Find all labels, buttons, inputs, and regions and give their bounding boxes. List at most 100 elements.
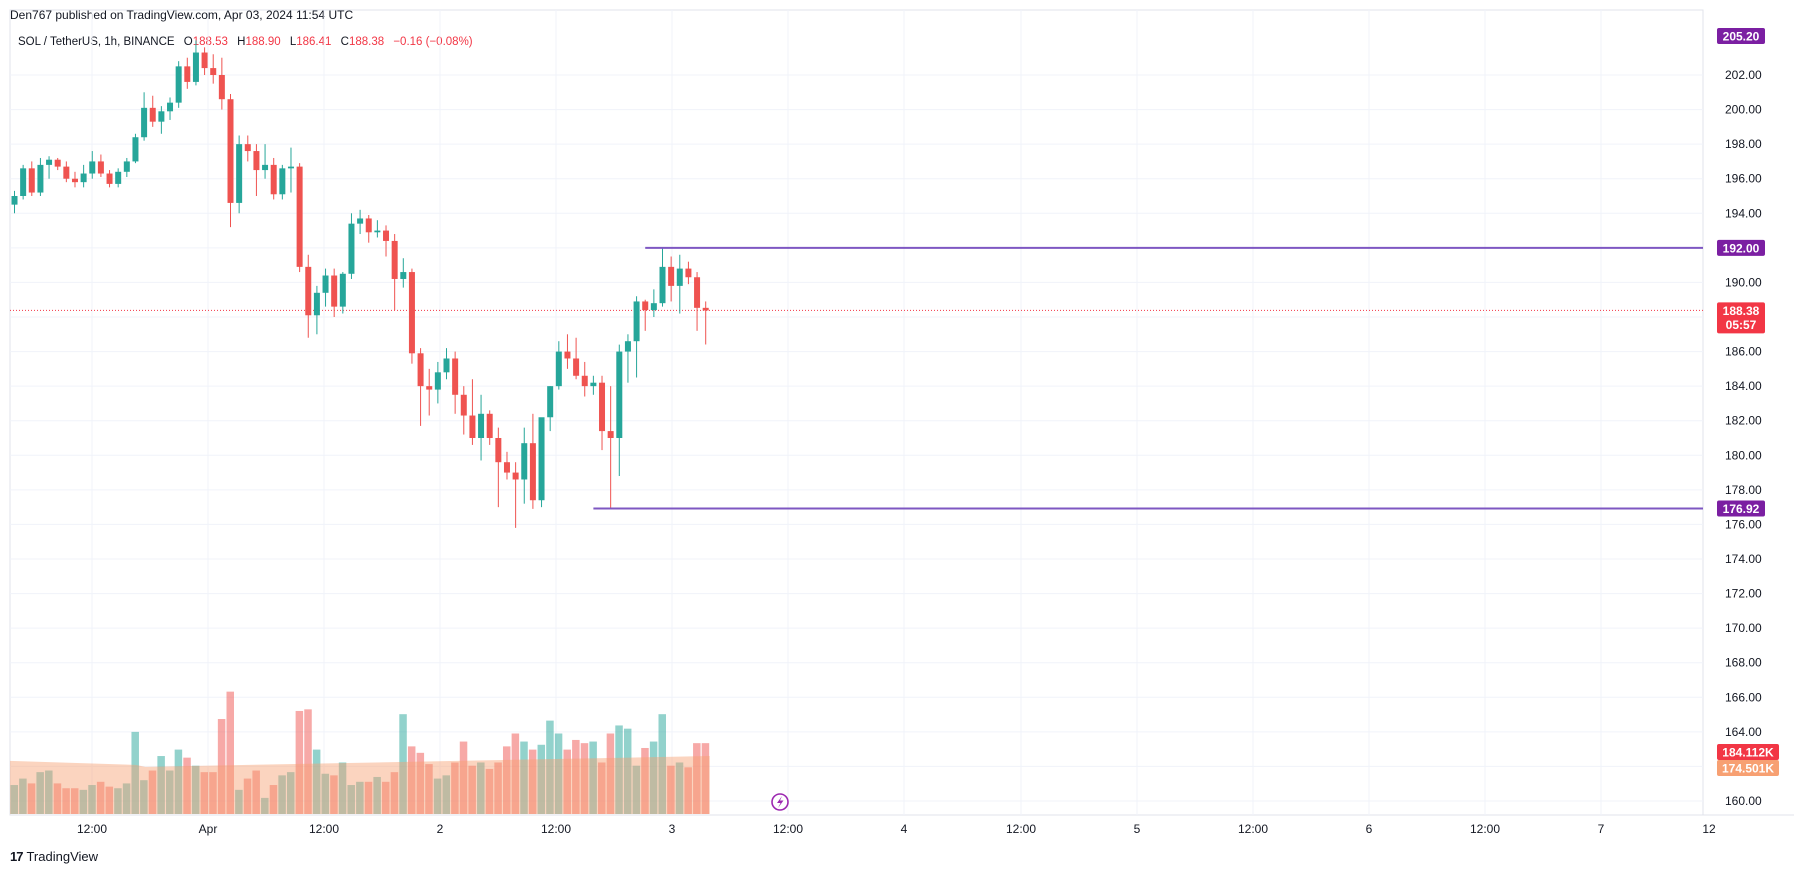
price-tick-label: 176.00 [1725,517,1762,531]
volume-bar [338,762,347,814]
candle-body [512,472,519,480]
volume-bars [10,691,710,814]
candle-body [486,413,493,438]
candle-body [184,66,191,82]
symbol-name[interactable]: SOL / TetherUS, 1h, BINANCE [18,36,175,48]
level-badge: 176.92 [1723,502,1760,516]
candle-body [279,168,286,195]
volume-bar [295,710,304,814]
candle-body [607,431,614,438]
volume-bar [166,770,174,814]
volume-bar [105,786,114,814]
candle-body [408,272,415,354]
volume-bar [226,691,234,814]
candle-body [201,52,208,69]
price-tick-label: 190.00 [1725,275,1762,289]
volume-bar [407,746,416,814]
time-tick-label: 5 [1134,822,1141,836]
top-price-badge-bg [1717,28,1765,44]
price-tick-label: 168.00 [1725,656,1762,670]
candle-body [123,161,130,172]
candle-body [331,275,338,307]
price-tick-label: 196.00 [1725,172,1762,186]
candle-body [391,240,398,279]
volume-bar [96,781,105,814]
price-tick-label: 164.00 [1725,725,1762,739]
candle-body [443,358,450,373]
candle-body [97,161,104,174]
candle-body [685,268,692,278]
candle-body [20,168,27,196]
candle-body [529,443,536,501]
volume-bar [286,772,295,814]
candle-body [322,275,329,293]
candle-body [460,394,467,416]
price-tick-label: 178.00 [1725,483,1762,497]
volume-bar [528,749,537,814]
time-tick-label: 12:00 [1238,822,1268,836]
candle-body [348,223,355,274]
candle-body [374,230,381,233]
open-value: 188.53 [192,36,228,48]
volume-bar [373,776,381,814]
volume-bar [36,772,44,814]
volume-bar [278,775,286,814]
time-tick-label: 12:00 [77,822,107,836]
volume-bar [347,785,355,814]
tradingview-mark-icon: 17 [10,849,24,864]
candle-body [28,168,35,193]
candle-body [313,292,320,316]
horizontal-levels[interactable] [593,246,1703,510]
price-tick-label: 200.00 [1725,103,1762,117]
candle-body [253,151,260,171]
volume-bar [667,765,675,814]
volume-bar [589,741,597,814]
high-label: H [237,36,246,48]
volume-label: 174.501K [1722,762,1774,776]
volume-label-bg [1717,744,1779,760]
candle-body [564,351,571,359]
candle-body [417,353,424,387]
time-axis[interactable]: 12:00 Apr 12:00 2 12:00 3 12:00 4 12:00 5 12:00 6 12… [77,822,1716,836]
tradingview-logo[interactable]: 17 TradingView [10,849,98,864]
volume-bar [468,765,476,814]
level-badge: 192.00 [1723,241,1760,255]
candle-body [365,218,372,233]
low-value: 186.41 [296,36,332,48]
price-tick-label: 184.00 [1725,379,1762,393]
volume-bar [615,725,623,814]
volume-bar [598,762,606,814]
candle-body [426,386,433,390]
price-tick-label: 172.00 [1725,587,1762,601]
close-value: 188.38 [348,36,385,48]
candle-body [495,438,502,463]
symbol-legend: SOL / TetherUS, 1h, BINANCE O188.53 H188… [18,36,473,48]
candle-body [89,161,96,174]
volume-bar [79,789,88,814]
candle-body [521,443,528,480]
volume-label: 184.112K [1722,746,1774,760]
volume-bar [416,752,425,814]
volume-bar [200,772,209,814]
volume-bar [304,709,312,814]
replay-icon[interactable] [771,793,789,811]
volume-bar [425,764,433,814]
volume-bar [382,781,390,814]
volume-bar [546,720,554,814]
candle-body [262,164,269,171]
candle-body [37,164,44,193]
volume-bar [572,739,580,814]
volume-bar [364,781,373,814]
last-price-badge-bg [1717,302,1765,334]
volume-bar [520,741,528,814]
volume-bar [235,789,243,814]
candle-body [676,268,683,286]
price-axis[interactable]: 160.00162.00164.00166.00168.00170.00172.… [1725,68,1762,808]
candle-body [633,301,640,342]
volume-bar [477,762,485,814]
volume-bar [243,778,252,814]
volume-bar [312,749,321,814]
candle-body [270,164,277,195]
